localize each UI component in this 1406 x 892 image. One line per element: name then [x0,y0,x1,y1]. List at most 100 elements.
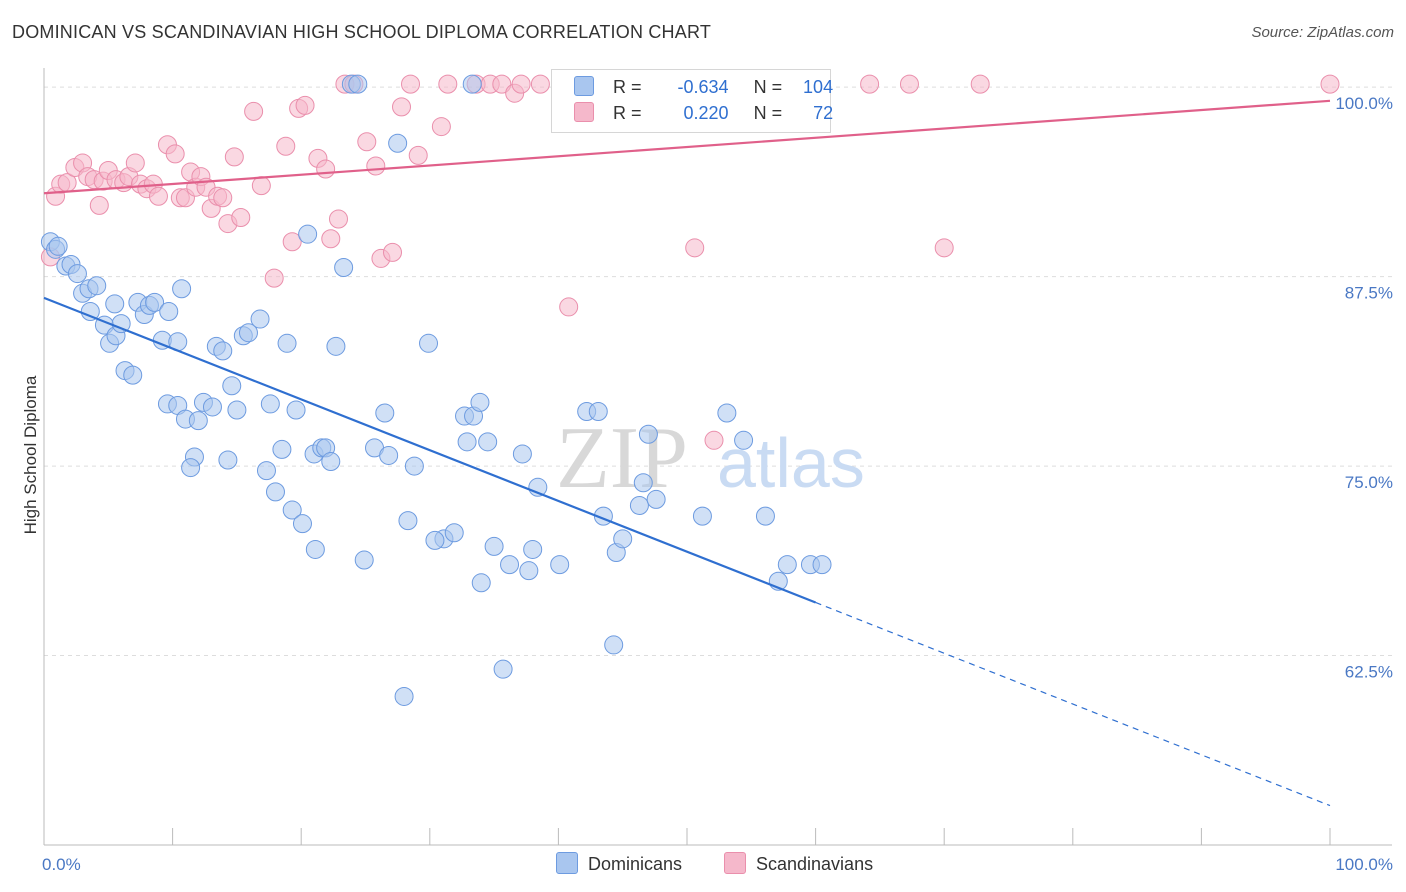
dominicans-n-value: 104 [803,77,834,97]
dominicans-point [629,495,649,515]
scandinavians-point [899,74,919,94]
scandinavians-point [559,297,579,317]
dominicans-point [379,445,399,465]
scandinavians-point [685,238,705,258]
scandinavians-legend-swatch [724,852,746,874]
dominicans-point [478,432,498,452]
scandinavians-point [392,97,412,117]
trend-lines [43,99,1331,807]
scandinavians-point [213,188,233,208]
dominicans-point [188,411,208,431]
bottom-legend-scandinavians[interactable]: Scandinavians [724,852,873,875]
scandinavians-point [264,268,284,288]
dominicans-point [604,635,624,655]
dominicans-point [692,506,712,526]
legend-n-label: N = [753,77,783,97]
dominicans-point [734,430,754,450]
scandinavians-point [530,74,550,94]
dominicans-point [755,506,775,526]
scandinavians-n-value: 72 [813,103,834,123]
dominicans-point [67,264,87,284]
scandinavians-point [860,74,880,94]
scandinavians-point [316,159,336,179]
y-tick-label: 62.5% [1345,663,1393,682]
dominicans-point [425,530,445,550]
dominicans-point [523,539,543,559]
dominicans-point [260,394,280,414]
scandinavians-points [40,74,1340,450]
y-tick-label: 100.0% [1335,94,1393,113]
dominicans-point [500,555,520,575]
dominicans-point [812,555,832,575]
scandinavians-point [165,144,185,164]
axis-labels: 62.5% 75.0% 87.5% 100.0% 0.0% 100.0% High Scho… [21,94,1393,874]
dominicans-point [633,473,653,493]
dominicans-point [419,333,439,353]
scandinavians-point [276,136,296,156]
dominicans-point [512,444,532,464]
dominicans-point [298,224,318,244]
x-tick-label: 100.0% [1335,855,1393,874]
scandinavians-r-value: 0.220 [683,103,729,123]
dominicans-point [493,659,513,679]
bottom-legend-dominicans[interactable]: Dominicans [556,852,682,875]
dominicans-point [717,403,737,423]
dominicans-point [326,336,346,356]
dominicans-point [321,452,341,472]
dominicans-point [277,333,297,353]
dominicans-point [484,536,504,556]
scandinavians-point [1320,74,1340,94]
scandinavians-point [282,232,302,252]
y-tick-label: 75.0% [1345,473,1393,492]
legend-r-label: R = [613,103,642,123]
correlation-legend: R = -0.634 N = 104 R = 0.220 N = 72 [551,69,834,133]
dominicans-point [159,301,179,321]
dominicans-r-value: -0.634 [677,77,729,97]
dominicans-legend-swatch [556,852,578,874]
dominicans-point [202,397,222,417]
y-tick-label: 87.5% [1345,284,1393,303]
dominicans-point [48,236,68,256]
dominicans-point [172,279,192,299]
scandinavians-point [934,238,954,258]
scandinavians-point [321,229,341,249]
dominicans-point [87,276,107,296]
dominicans-point [394,686,414,706]
dominicans-point [375,403,395,423]
chart-title: DOMINICAN VS SCANDINAVIAN HIGH SCHOOL DI… [12,22,712,42]
scandinavians-swatch [574,102,594,122]
scandinavians-point [295,95,315,115]
scandinavians-point [383,242,403,262]
dominicans-point [334,258,354,278]
dominicans-point [222,376,242,396]
source-label: Source: ZipAtlas.com [1251,24,1394,41]
dominicans-point [227,400,247,420]
scandinavians-point [251,176,271,196]
dominicans-point [613,529,633,549]
dominicans-point [282,500,302,520]
y-axis-title: High School Diploma [21,375,40,534]
dominicans-point [218,450,238,470]
scandinavians-point [125,153,145,173]
watermark-zip: ZIP [556,410,688,507]
dominicans-point [265,482,285,502]
dominicans-point [348,74,368,94]
dominicans-trend-extension [815,601,1331,807]
dominicans-point [286,400,306,420]
dominicans-point [238,323,258,343]
dominicans-point [105,294,125,314]
legend-r-label: R = [613,77,642,97]
scandinavians-trend-line [43,99,1331,195]
scandinavians-point [408,145,428,165]
scandinavians-point [148,186,168,206]
dominicans-point [550,555,570,575]
grid-lines [44,86,1392,657]
axes [43,68,1392,846]
dominicans-trend-line [43,296,817,604]
dominicans-point [638,424,658,444]
dominicans-point [646,489,666,509]
dominicans-point [305,539,325,559]
legend-row-dominicans: R = -0.634 N = 104 [574,76,833,100]
dominicans-point [444,523,464,543]
